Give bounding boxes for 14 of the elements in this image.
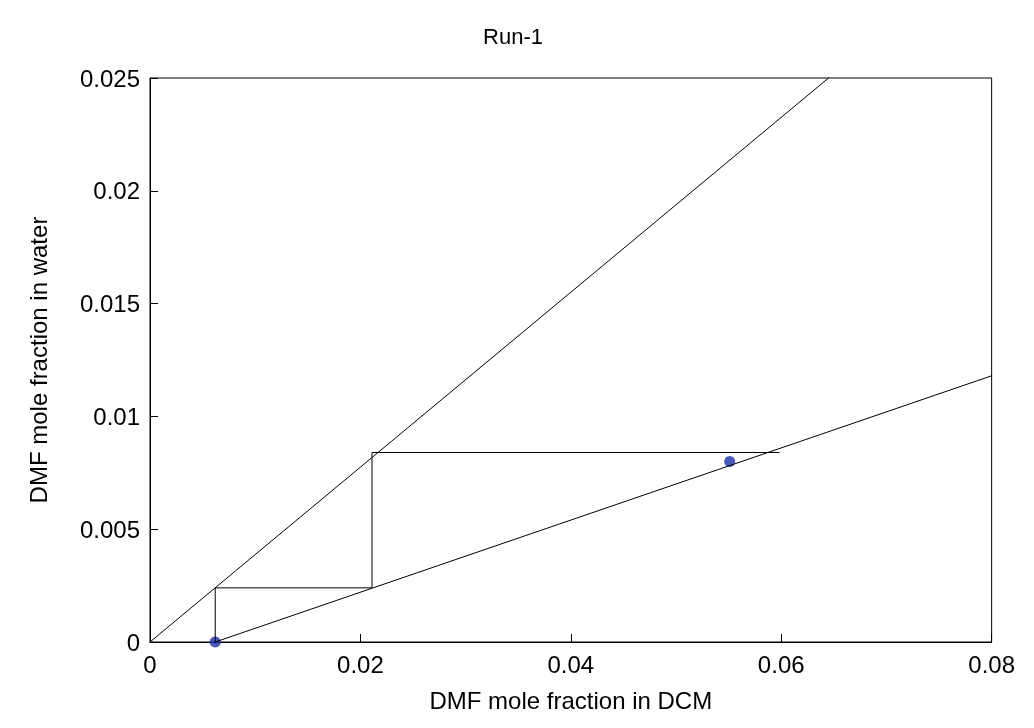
y-tick-label: 0.01 <box>93 402 140 430</box>
y-axis-title: DMF mole fraction in water <box>24 216 52 504</box>
y-tick-label: 0.02 <box>93 177 140 205</box>
x-tick-label: 0.02 <box>337 650 384 678</box>
y-tick-label: 0 <box>126 628 140 656</box>
y-tick-label: 0.025 <box>79 64 140 92</box>
x-tick-label: 0.04 <box>547 650 595 678</box>
x-tick-label: 0.06 <box>757 650 805 678</box>
chart-title: Run-1 <box>483 23 543 49</box>
y-tick-label: 0.005 <box>79 515 140 543</box>
y-tick-label: 0.015 <box>79 290 140 318</box>
x-tick-label: 0 <box>143 650 157 678</box>
x-axis-title: DMF mole fraction in DCM <box>429 686 713 714</box>
x-tick-label: 0.08 <box>968 650 1015 678</box>
